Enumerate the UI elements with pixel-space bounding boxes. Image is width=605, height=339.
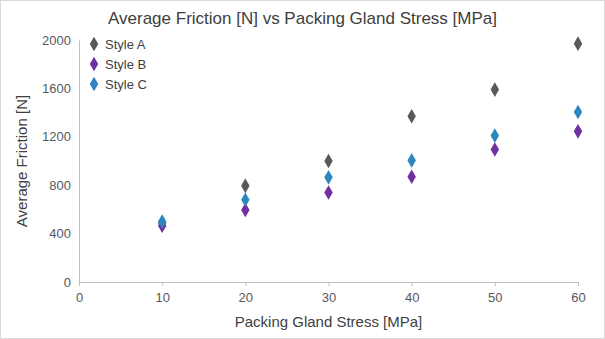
chart-frame [1, 1, 605, 339]
y-axis-line [79, 41, 80, 283]
points [158, 36, 582, 233]
y-tick-label: 0 [64, 275, 71, 290]
y-tick-label: 1600 [42, 81, 71, 96]
plot: 0 10 20 30 40 50 60 0 400 800 1200 1600 2000 [42, 33, 586, 305]
x-axis: 0 10 20 30 40 50 60 [76, 282, 586, 305]
x-axis-title: Packing Gland Stress [MPa] [235, 313, 423, 330]
series [158, 36, 582, 230]
legend-marker [90, 77, 98, 92]
y-tick: 2000 [42, 33, 79, 48]
y-tick: 1600 [42, 81, 79, 96]
x-tick-label: 60 [571, 290, 585, 305]
chart: 0 10 20 30 40 50 60 0 400 800 1200 1600 2000 Average … [0, 0, 605, 339]
x-tick-label: 40 [405, 290, 419, 305]
point [158, 214, 166, 229]
y-tick-label: 2000 [42, 33, 71, 48]
point [574, 36, 582, 51]
series [158, 124, 582, 233]
x-tick: 50 [488, 282, 502, 305]
legend-entry: Style A [90, 37, 146, 52]
y-tick: 800 [49, 178, 79, 193]
point [324, 154, 332, 169]
legend-label: Style C [105, 77, 147, 92]
y-axis-title: Average Friction [N] [13, 95, 30, 227]
x-tick-label: 0 [76, 290, 83, 305]
x-axis-line [80, 283, 579, 287]
x-tick-label: 50 [488, 290, 502, 305]
x-tick: 10 [155, 282, 169, 305]
x-tick: 60 [571, 282, 585, 305]
title: Average Friction [N] vs Packing Gland St… [108, 9, 497, 28]
y-tick: 0 [64, 275, 79, 290]
point [324, 170, 332, 185]
x-tick-mark [495, 282, 496, 286]
series [158, 105, 582, 229]
point [241, 192, 249, 207]
point [491, 128, 499, 143]
legend-marker [90, 57, 98, 72]
x-tick-mark [245, 282, 246, 286]
x-tick: 20 [239, 282, 253, 305]
x-tick: 30 [322, 282, 336, 305]
x-tick: 40 [405, 282, 419, 305]
x-tick-label: 30 [322, 290, 336, 305]
x-tick-mark [412, 282, 413, 286]
legend-entry: Style C [90, 77, 147, 92]
legend-entry: Style B [90, 57, 146, 72]
x-tick-mark [329, 282, 330, 286]
y-tick: 400 [49, 226, 79, 241]
y-tick-label: 400 [49, 226, 71, 241]
point [324, 185, 332, 200]
x-tick-mark [578, 282, 579, 286]
point [574, 124, 582, 139]
legend-label: Style B [105, 57, 146, 72]
point [407, 153, 415, 168]
x-tick: 0 [76, 282, 83, 305]
x-tick-mark [79, 282, 80, 286]
y-axis: 0 400 800 1200 1600 2000 [42, 33, 79, 290]
y-tick-label: 1200 [42, 129, 71, 144]
legend: Style A Style B Style C [90, 37, 147, 92]
y-tick: 1200 [42, 129, 79, 144]
point [491, 142, 499, 157]
point [491, 82, 499, 97]
x-tick-label: 20 [239, 290, 253, 305]
point [407, 109, 415, 124]
point [241, 178, 249, 193]
legend-marker [90, 37, 98, 52]
legend-label: Style A [105, 37, 146, 52]
point [574, 105, 582, 120]
x-tick-mark [162, 282, 163, 286]
y-tick-label: 800 [49, 178, 71, 193]
x-tick-label: 10 [155, 290, 169, 305]
point [407, 169, 415, 184]
